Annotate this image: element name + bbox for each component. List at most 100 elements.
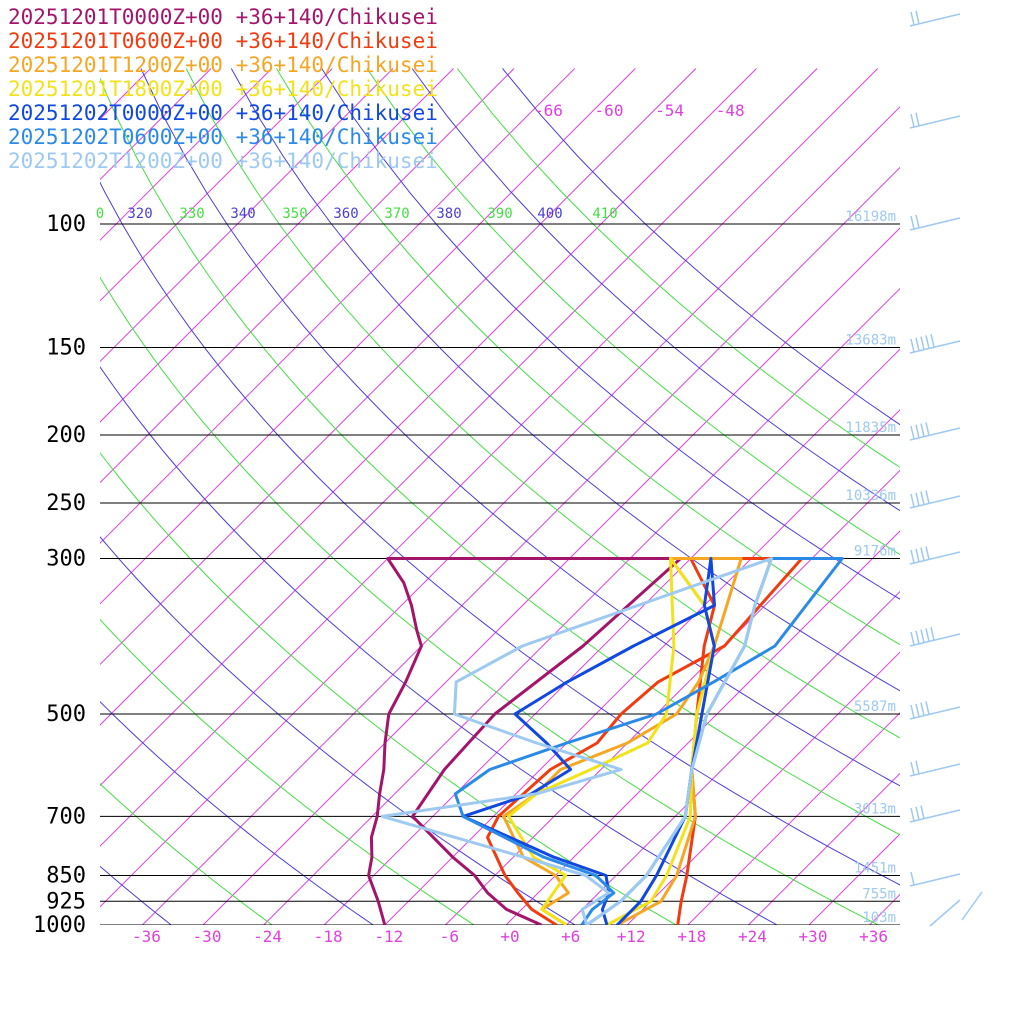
wind-barb-staff [909,706,961,720]
dry-adiabat-line [456,68,900,468]
dry-adiabat-line [276,68,900,646]
dry-adiabat-line [100,181,900,886]
dry-adiabat-line [100,618,475,925]
pressure-label: 300 [46,546,86,571]
sounding-line [380,557,773,925]
isotherm-line [100,68,454,423]
temperature-tick-label: +30 [799,927,828,946]
wind-barb-staff [909,13,961,27]
wind-barb-flag [930,334,935,348]
isotherm-line [100,68,394,363]
wind-barb-staff [909,633,961,647]
isotherm-line [100,68,273,241]
dry-adiabat-line [100,366,778,925]
wind-barb [909,214,961,231]
upper-temperature-label: -54 [655,101,684,120]
dry-adiabat-line [230,68,900,692]
dry-adiabat-line [140,68,900,787]
wind-barb-flag [910,215,915,230]
wind-barb-staff [961,891,983,921]
wind-barb-flag [915,337,920,351]
wind-barb-flag [920,423,925,437]
wind-barb [909,112,961,129]
isotherm-line [566,590,900,925]
wind-barb-flag [915,112,920,126]
theta-label: 360 [333,206,358,222]
temperature-tick-label: -30 [193,927,222,946]
isotherm-line [100,68,576,544]
wind-barb [909,546,961,565]
isotherm-line [100,68,212,181]
isotherm-line [687,712,900,925]
wind-barb-flag [920,491,925,505]
pressure-label: 200 [46,423,86,448]
wind-barb-staff [909,763,961,777]
height-label: 10336m [845,488,896,504]
isotherm-line [748,772,900,925]
isotherm-line [263,287,900,925]
wind-barb [909,490,961,509]
wind-barb-flag [915,630,920,644]
pressure-label: 150 [46,335,86,360]
height-label: 1451m [854,861,896,877]
height-label: 5587m [854,699,896,715]
pressure-label: 850 [46,864,86,889]
wind-barb-flag [925,546,930,560]
dry-adiabat-line [100,783,273,925]
theta-label: 380 [436,206,461,222]
wind-barb-flag [920,805,925,819]
temperature-tick-label: -18 [314,927,343,946]
isotherm-line [100,68,515,484]
sounding-series [367,557,844,925]
legend-entry: 20251202T0600Z+00 +36+140/Chikusei [8,125,438,149]
wind-barb-flag [925,628,930,642]
legend-entry: 20251201T0000Z+00 +36+140/Chikusei [8,5,438,29]
legend-entry: 20251201T1800Z+00 +36+140/Chikusei [8,77,438,101]
isotherm-line [100,68,333,302]
pressure-label: 500 [46,702,86,727]
theta-label: 330 [179,206,204,222]
temperature-tick-label: +36 [859,927,888,946]
height-label: 13683m [845,332,896,348]
wind-barb-flag [915,703,920,717]
upper-temperature-label: -60 [595,101,624,120]
isotherm-line [100,68,636,605]
wind-barb [909,627,961,647]
legend-entry: 20251201T0600Z+00 +36+140/Chikusei [8,29,438,53]
isotherm-line [323,348,900,925]
wind-barb-flag [925,335,930,349]
dry-adiabat-line [100,276,879,925]
dry-adiabat-line [502,68,900,426]
wind-barb-flag [910,704,915,719]
wind-barb-staff [909,340,961,354]
isotherm-line [142,166,900,925]
wind-barb-flag [910,425,915,440]
wind-barb-flag [920,629,925,643]
wind-barb-flag [925,701,930,715]
wind-barb [909,871,961,887]
dry-adiabat-line [100,536,576,925]
theta-label: 0 [96,206,104,222]
temperature-tick-label: -12 [374,927,403,946]
wind-barb-flag [920,547,925,561]
isotherm-line [384,409,900,925]
wind-barb-flag [915,214,920,228]
isotherm-line [100,68,818,787]
wind-barb-flag [920,702,925,716]
dry-adiabat-line [321,68,900,600]
sounding-line [507,557,716,925]
isotherm-line [505,530,900,925]
wind-barb-staff [909,115,961,129]
wind-barb-staff [909,495,961,509]
isotherm-line [100,68,879,847]
background-grid [100,68,900,925]
wind-barb [909,701,961,720]
sounding-line [367,557,683,925]
wind-barb [929,891,983,927]
isotherm-line [626,651,900,925]
wind-barb-flag [930,627,935,641]
wind-barb-flag [910,113,915,128]
legend-entry: 20251201T1200Z+00 +36+140/Chikusei [8,53,438,77]
